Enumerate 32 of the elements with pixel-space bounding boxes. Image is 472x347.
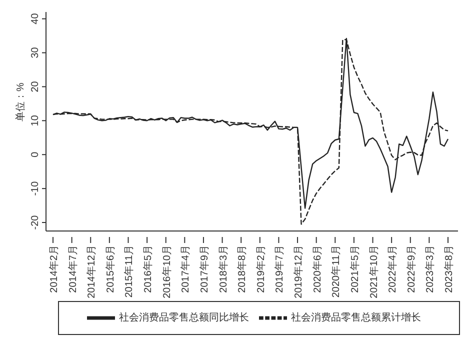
x-tick-label: 2019年12月 [292,245,305,298]
x-tick-label: 2018年8月 [236,245,248,293]
x-tick-label: 2023年8月 [443,245,455,293]
x-tick-label: 2014年2月 [48,245,60,293]
y-tick-label: 10 [30,114,41,126]
x-tick-label: 2021年5月 [348,245,361,293]
y-tick-label: -10 [30,180,41,196]
x-tick-label: 2023年3月 [424,245,436,293]
x-tick-label: 2021年10月 [368,245,380,298]
x-tick-label: 2014年12月 [86,245,98,298]
x-tick-label: 2015年6月 [104,245,116,293]
legend-label: 社会消费品零售总额累计增长 [291,312,421,324]
legend-label: 社会消费品零售总额同比增长 [119,312,249,324]
x-tick-label: 2022年4月 [386,245,399,293]
x-tick-label: 2017年4月 [180,245,192,293]
x-tick-label: 2017年9月 [198,245,210,293]
x-tick-label: 2022年9月 [405,245,418,293]
x-tick-label: 2016年10月 [160,245,173,298]
y-tick-label: -20 [30,214,41,230]
y-tick-label: 30 [30,46,41,58]
x-tick-label: 2014年7月 [66,245,79,293]
x-tick-label: 2019年7月 [274,245,286,293]
y-tick-label: 40 [30,12,41,24]
x-tick-label: 2020年6月 [311,245,324,293]
y-tick-label: 20 [30,80,41,92]
x-tick-label: 2015年11月 [123,245,136,298]
x-tick-label: 2019年2月 [254,245,267,293]
x-tick-label: 2020年11月 [330,245,342,298]
x-tick-label: 2016年5月 [142,245,154,293]
x-tick-label: 2018年3月 [217,245,230,293]
y-axis-title: 单位：% [14,82,27,122]
y-tick-label: 0 [30,151,41,158]
